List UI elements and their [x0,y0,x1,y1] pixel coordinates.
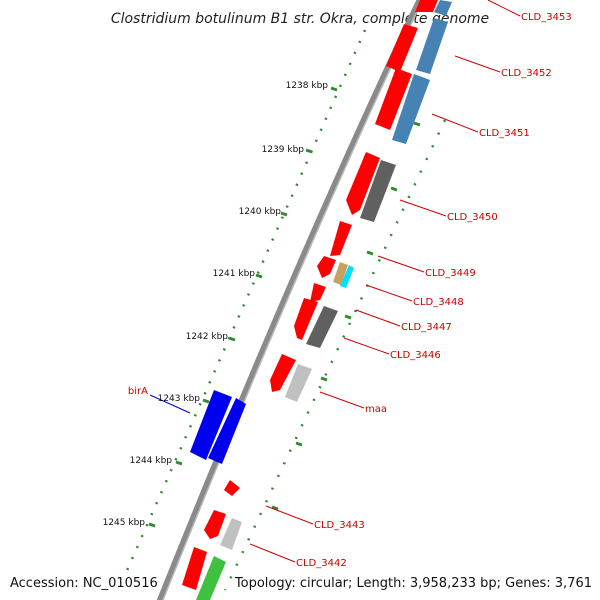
tick-track-outer [123,29,367,576]
gene-cld-3446-fwd [294,298,318,340]
scale-label: 1244 kbp [130,456,173,466]
gene-cld-3452-fwd [375,68,412,130]
gene-cld-3450-fwd [346,152,380,215]
gene-maa-fwd [270,354,296,392]
gene-label: birA [128,386,148,397]
scale-label: 1240 kbp [239,207,282,217]
gene-labels: CLD_3453 CLD_3452 CLD_3451 CLD_3450 CLD_3449… [128,12,572,569]
gene-cld-3447-rev [306,306,338,348]
gene-cld-3452-rev [416,18,448,74]
forward-genes [182,0,438,590]
gene-cld-3450-rev [360,160,396,222]
gene-cld-3451-rev [392,74,430,144]
major-ticks [148,86,421,528]
gene-label: CLD_3453 [521,12,572,23]
gene-birA-2 [208,398,246,464]
reverse-genes [190,0,452,600]
gene-label: CLD_3449 [425,268,476,279]
gene-cld-3449-cyan [340,265,354,288]
gene-cld-3442-fwd [182,547,207,590]
gene-cld-3443-rev [220,518,242,550]
gene-cld-3449-fwd [330,221,352,256]
accession-text: Accession: NC_010516 [10,576,158,591]
gene-label: CLD_3442 [296,558,347,569]
gene-label: CLD_3443 [314,520,365,531]
gene-cld-3453-fwd [415,0,438,12]
gene-label: CLD_3446 [390,350,441,361]
scale-label: 1242 kbp [186,332,229,342]
gene-cld-3448-fwd [317,256,336,278]
gene-cld-3453-rev [434,0,452,16]
gene-label: maa [365,404,387,415]
gene-label: CLD_3451 [479,128,530,139]
map-title: Clostridium botulinum B1 str. Okra, comp… [111,11,489,27]
gene-label: CLD_3452 [501,68,552,79]
scale-labels: 1238 kbp 1239 kbp 1240 kbp 1241 kbp 1242 kbp… [103,81,329,528]
gene-cld-3449-tan [333,262,348,285]
genome-summary-text: Topology: circular; Length: 3,958,233 bp… [234,576,592,591]
gene-maa-rev [285,364,312,402]
gene-label: CLD_3448 [413,297,464,308]
gene-cld-3447-fwd [310,283,326,302]
gene-small-red [224,480,240,496]
gene-cld-3443-fwd [204,510,226,539]
scale-label: 1245 kbp [103,518,146,528]
genome-backbone [156,0,423,600]
gene-birA-1 [190,390,232,460]
scale-label: 1241 kbp [213,269,256,279]
gene-cld-3442-rev [196,556,226,600]
scale-label: 1243 kbp [158,394,201,404]
gene-label: CLD_3447 [401,322,452,333]
gene-label: CLD_3450 [447,212,498,223]
scale-label: 1239 kbp [262,145,305,155]
scale-label: 1238 kbp [286,81,329,91]
gene-cld-3451-fwd [386,24,418,72]
leader-lines [149,0,521,563]
